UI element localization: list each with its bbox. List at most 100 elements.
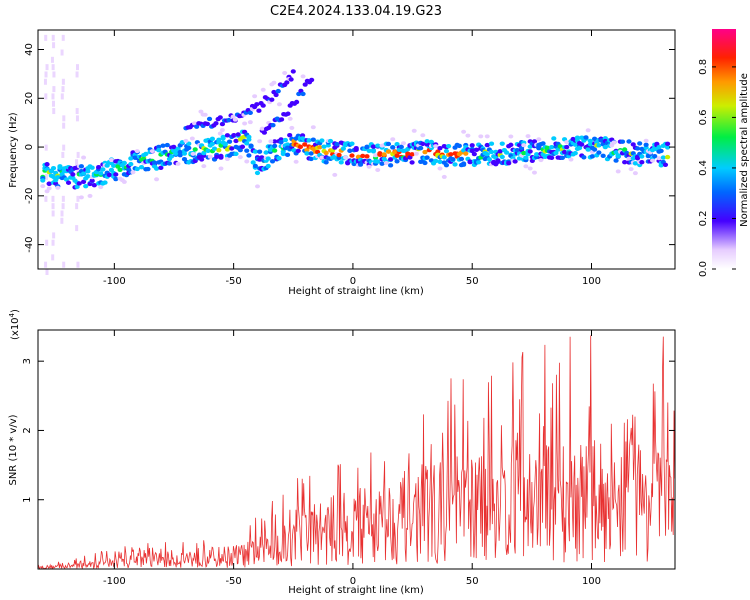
heatmap-cell (290, 69, 296, 74)
heatmap-cell (263, 150, 269, 155)
heatmap-cell (166, 161, 173, 166)
heatmap-cell (219, 121, 226, 127)
heatmap-cell (244, 159, 250, 164)
heatmap-cell (576, 145, 583, 151)
heatmap-cell (411, 128, 417, 133)
heatmap-cell (656, 144, 662, 150)
heatmap-cell (276, 102, 282, 107)
heatmap-cell (508, 142, 514, 148)
colorbar-tick-label: 0.2 (698, 211, 709, 227)
heatmap-cell (74, 184, 80, 190)
heatmap-cell (75, 64, 79, 71)
heatmap-cell (233, 151, 239, 157)
heatmap-cell (44, 195, 48, 202)
heatmap-cell (366, 164, 372, 169)
heatmap-cell (280, 151, 286, 157)
snr-series-line (37, 335, 676, 570)
heatmap-cell (385, 149, 392, 154)
heatmap-cell (192, 121, 198, 126)
heatmap-cell (349, 153, 355, 158)
heatmap-cell (424, 139, 430, 144)
heatmap-cell (173, 151, 179, 156)
heatmap-cell (293, 159, 299, 164)
heatmap-cell (523, 164, 529, 169)
heatmap-cell (478, 134, 484, 139)
heatmap-cell (70, 172, 76, 177)
heatmap-cell (514, 147, 520, 153)
heatmap-cell (46, 186, 52, 191)
heatmap-cell (235, 132, 241, 137)
heatmap-cell (269, 97, 275, 102)
heatmap-cell (622, 159, 628, 165)
heatmap-cell (60, 93, 64, 100)
heatmap-y-ticks: -40 -20 0 20 40 (24, 43, 675, 253)
heatmap-cell (75, 159, 79, 166)
heatmap-cell (50, 56, 54, 63)
heatmap-cell (169, 154, 175, 159)
heatmap-cell (61, 195, 65, 202)
heatmap-cell (288, 77, 294, 82)
heatmap-cell (214, 154, 220, 160)
heatmap-cell (295, 148, 301, 153)
heatmap-cell (278, 117, 285, 122)
snr-x-axis-label: Height of straight line (km) (288, 585, 424, 596)
heatmap-cell (61, 86, 65, 93)
heatmap-cell (270, 122, 276, 128)
heatmap-cell (156, 147, 162, 153)
heatmap-cell (317, 145, 323, 150)
heatmap-cell (183, 138, 189, 143)
heatmap-cell (643, 138, 649, 143)
heatmap-cell (158, 165, 164, 171)
heatmap-cell (467, 159, 473, 164)
heatmap-cell (217, 131, 223, 136)
heatmap-cell (284, 142, 291, 147)
heatmap-cell (495, 159, 501, 165)
heatmap-cell (297, 144, 304, 150)
heatmap-cell (308, 151, 314, 156)
heatmap-x-ticks: -100 -50 0 50 100 (103, 30, 601, 287)
heatmap-cell (50, 174, 57, 180)
x-tick-label: -100 (103, 276, 126, 287)
heatmap-cell (260, 103, 266, 108)
heatmap-cell (80, 179, 87, 184)
heatmap-cell (250, 160, 256, 165)
heatmap-cell (98, 185, 104, 190)
heatmap-cell (242, 121, 248, 126)
heatmap-cell (452, 162, 458, 167)
heatmap-cell (497, 149, 503, 154)
colorbar: 0.0 0.2 0.4 0.6 0.8 Normalized spectral ampl… (698, 29, 750, 277)
heatmap-cell (102, 180, 108, 185)
heatmap-cell (388, 163, 394, 168)
heatmap-cell (246, 137, 252, 142)
heatmap-frame (37, 29, 676, 270)
heatmap-cell (287, 116, 293, 121)
heatmap-cell (175, 161, 181, 166)
heatmap-cell (284, 80, 290, 85)
heatmap-cell (149, 149, 155, 154)
heatmap-cell (46, 181, 52, 186)
heatmap-cell (443, 148, 450, 154)
snr-y-multiplier: (x104) (8, 309, 21, 340)
heatmap-cell (75, 115, 79, 122)
y-tick-label: -40 (24, 236, 35, 252)
heatmap-cell (435, 149, 441, 154)
heatmap-cell (282, 70, 288, 75)
heatmap-cell (44, 261, 48, 268)
heatmap-cell (600, 153, 606, 159)
heatmap-cell (40, 178, 46, 183)
heatmap-cell (202, 112, 208, 117)
colorbar-label: Normalized spectral amplitude (739, 73, 750, 227)
x-tick-label: -50 (225, 576, 241, 587)
heatmap-cell (81, 155, 87, 160)
heatmap-cell (190, 151, 196, 156)
heatmap-cell (422, 149, 428, 155)
heatmap-cell (619, 139, 626, 144)
heatmap-cell (121, 160, 127, 166)
heatmap-cell (309, 77, 315, 83)
heatmap-cell (433, 158, 439, 164)
heatmap-cell (366, 148, 372, 154)
heatmap-cell (469, 143, 475, 148)
heatmap-cell (233, 138, 239, 144)
heatmap-cell (506, 160, 512, 166)
heatmap-cell (559, 155, 565, 161)
